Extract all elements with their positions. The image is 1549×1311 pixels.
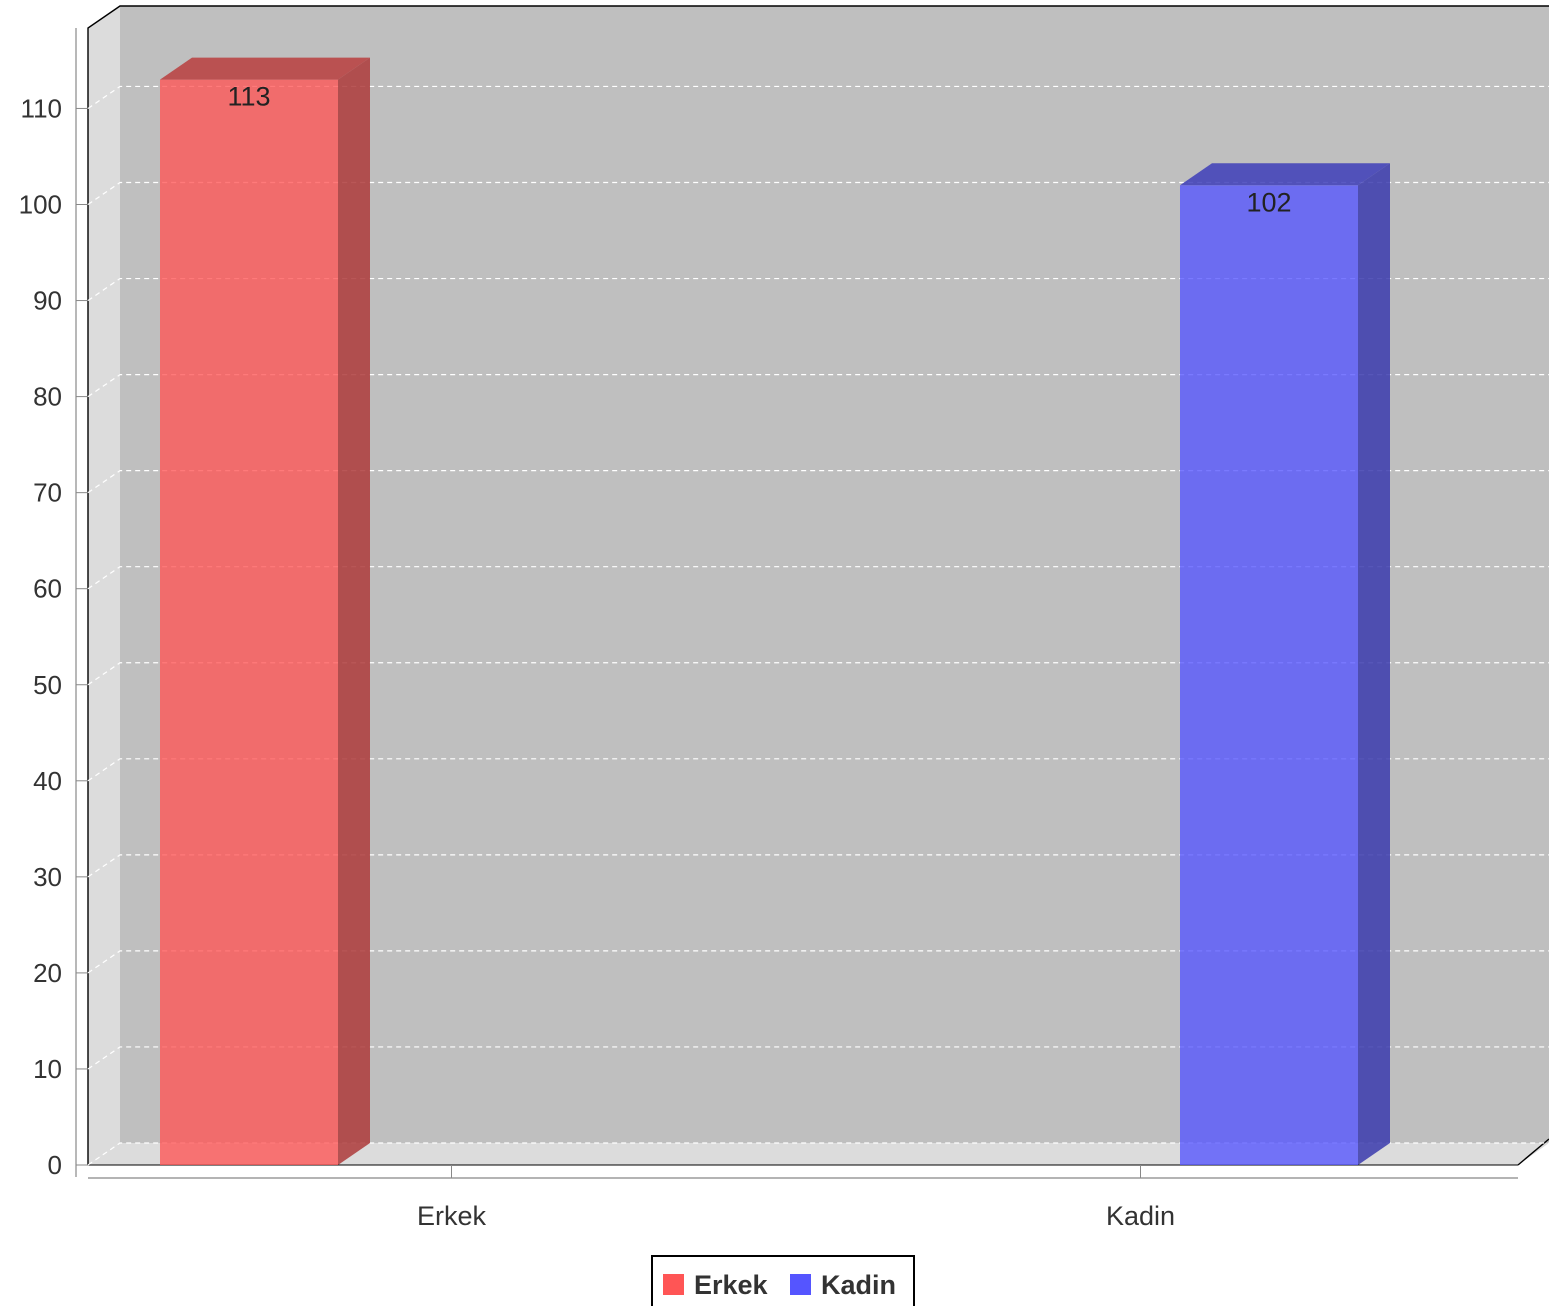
gridline <box>87 854 1549 878</box>
gridline <box>87 181 1549 205</box>
bar-erkek <box>160 79 338 1165</box>
legend-label-erkek: Erkek <box>694 1270 769 1300</box>
y-tick-label: 40 <box>33 766 62 796</box>
y-tick-label: 110 <box>21 93 62 123</box>
bars: 113 102 <box>160 57 1390 1166</box>
y-tick-label: 100 <box>19 190 62 220</box>
legend: Erkek Kadin <box>651 1255 915 1311</box>
bar-erkek-top <box>160 57 370 80</box>
gridline <box>87 374 1549 398</box>
y-tick-label: 50 <box>33 670 62 700</box>
side-wall <box>88 6 120 1165</box>
y-tick-label: 20 <box>33 958 62 988</box>
y-tick-label: 10 <box>33 1054 62 1084</box>
legend-label-kadin: Kadin <box>821 1270 896 1300</box>
legend-swatch-kadin <box>790 1274 811 1295</box>
bar-erkek-side <box>338 57 370 1165</box>
legend-swatch-erkek <box>663 1274 684 1295</box>
bar-kadin <box>1180 185 1358 1166</box>
bar-value-label-erkek: 113 <box>227 82 270 112</box>
y-tick-label: 70 <box>33 478 62 508</box>
y-tick-label: 60 <box>33 574 62 604</box>
gridline <box>87 85 1549 109</box>
gridline <box>87 1046 1549 1070</box>
gridline <box>87 470 1549 494</box>
y-tick-label: 90 <box>33 286 62 316</box>
gridline <box>87 662 1549 686</box>
y-tick-label: 30 <box>33 862 62 892</box>
bar-value-label-kadin: 102 <box>1246 187 1291 217</box>
wall-frame <box>87 5 1549 1165</box>
gridlines <box>87 85 1549 1166</box>
gridline <box>87 277 1549 302</box>
gridline <box>87 566 1549 590</box>
gridline <box>87 1142 1549 1166</box>
y-tick-label: 80 <box>33 382 62 412</box>
gridline <box>87 950 1549 974</box>
axes: 0 10 20 30 40 50 60 70 80 90 100 110 Erkek Kadin <box>19 28 1518 1231</box>
bar-kadin-side <box>1358 163 1390 1166</box>
gridline <box>87 758 1549 782</box>
y-tick-label: 0 <box>48 1150 62 1180</box>
x-tick-label-erkek: Erkek <box>417 1201 487 1231</box>
bar-kadin-top <box>1180 163 1390 186</box>
x-tick-label-kadin: Kadin <box>1106 1201 1175 1231</box>
legend-box <box>651 1255 915 1311</box>
